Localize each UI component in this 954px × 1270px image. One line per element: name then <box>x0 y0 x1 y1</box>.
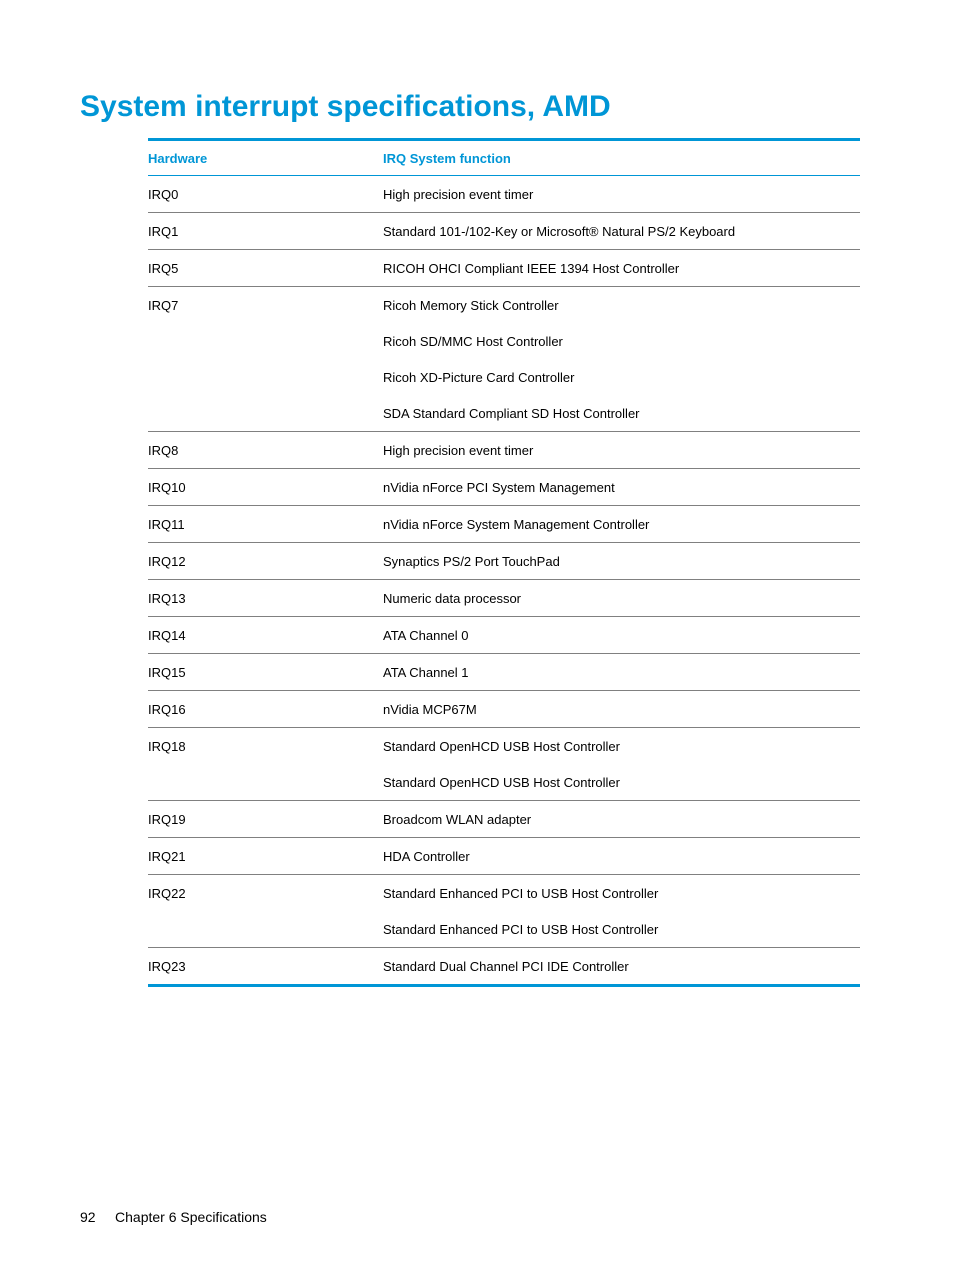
table-row: IRQ16nVidia MCP67M <box>148 691 860 728</box>
table-row: IRQ15ATA Channel 1 <box>148 654 860 691</box>
table-row: IRQ12Synaptics PS/2 Port TouchPad <box>148 543 860 580</box>
cell-irq-function: Broadcom WLAN adapter <box>383 801 860 838</box>
cell-irq-function: Standard OpenHCD USB Host Controller <box>383 728 860 765</box>
table-row: IRQ21HDA Controller <box>148 838 860 875</box>
table-row: IRQ13Numeric data processor <box>148 580 860 617</box>
cell-hardware <box>148 395 383 432</box>
cell-hardware: IRQ22 <box>148 875 383 912</box>
cell-hardware: IRQ19 <box>148 801 383 838</box>
cell-irq-function: ATA Channel 1 <box>383 654 860 691</box>
cell-hardware: IRQ5 <box>148 250 383 287</box>
table-row: IRQ1Standard 101-/102-Key or Microsoft® … <box>148 213 860 250</box>
table-row: Standard Enhanced PCI to USB Host Contro… <box>148 911 860 948</box>
page-footer: 92 Chapter 6 Specifications <box>80 1209 267 1225</box>
cell-hardware: IRQ0 <box>148 176 383 213</box>
page-number: 92 <box>80 1209 96 1225</box>
table-row: Ricoh SD/MMC Host Controller <box>148 323 860 359</box>
cell-hardware <box>148 323 383 359</box>
table-header-row: Hardware IRQ System function <box>148 140 860 176</box>
chapter-label: Chapter 6 Specifications <box>115 1209 267 1225</box>
cell-irq-function: Standard 101-/102-Key or Microsoft® Natu… <box>383 213 860 250</box>
table-row: Standard OpenHCD USB Host Controller <box>148 764 860 801</box>
cell-irq-function: Standard Enhanced PCI to USB Host Contro… <box>383 875 860 912</box>
table-row: IRQ23Standard Dual Channel PCI IDE Contr… <box>148 948 860 986</box>
cell-irq-function: Standard OpenHCD USB Host Controller <box>383 764 860 801</box>
spec-table: Hardware IRQ System function IRQ0High pr… <box>148 138 860 987</box>
col-header-irq-function: IRQ System function <box>383 140 860 176</box>
cell-irq-function: High precision event timer <box>383 176 860 213</box>
cell-hardware: IRQ15 <box>148 654 383 691</box>
table-row: IRQ7Ricoh Memory Stick Controller <box>148 287 860 324</box>
table-row: SDA Standard Compliant SD Host Controlle… <box>148 395 860 432</box>
cell-irq-function: Ricoh SD/MMC Host Controller <box>383 323 860 359</box>
cell-irq-function: nVidia nForce PCI System Management <box>383 469 860 506</box>
cell-hardware: IRQ23 <box>148 948 383 986</box>
cell-irq-function: nVidia MCP67M <box>383 691 860 728</box>
cell-irq-function: Synaptics PS/2 Port TouchPad <box>383 543 860 580</box>
cell-hardware: IRQ1 <box>148 213 383 250</box>
page-container: System interrupt specifications, AMD Har… <box>0 0 954 1270</box>
cell-irq-function: Numeric data processor <box>383 580 860 617</box>
table-row: IRQ14ATA Channel 0 <box>148 617 860 654</box>
cell-hardware: IRQ10 <box>148 469 383 506</box>
cell-hardware: IRQ21 <box>148 838 383 875</box>
spec-table-body: IRQ0High precision event timerIRQ1Standa… <box>148 176 860 986</box>
cell-hardware <box>148 911 383 948</box>
table-row: IRQ22Standard Enhanced PCI to USB Host C… <box>148 875 860 912</box>
cell-irq-function: Ricoh XD-Picture Card Controller <box>383 359 860 395</box>
spec-table-wrap: Hardware IRQ System function IRQ0High pr… <box>148 138 860 987</box>
cell-irq-function: Ricoh Memory Stick Controller <box>383 287 860 324</box>
table-row: IRQ0High precision event timer <box>148 176 860 213</box>
table-row: IRQ11nVidia nForce System Management Con… <box>148 506 860 543</box>
table-row: IRQ18Standard OpenHCD USB Host Controlle… <box>148 728 860 765</box>
cell-hardware: IRQ7 <box>148 287 383 324</box>
cell-hardware: IRQ8 <box>148 432 383 469</box>
cell-irq-function: ATA Channel 0 <box>383 617 860 654</box>
table-row: IRQ5RICOH OHCI Compliant IEEE 1394 Host … <box>148 250 860 287</box>
cell-hardware: IRQ18 <box>148 728 383 765</box>
table-row: IRQ19Broadcom WLAN adapter <box>148 801 860 838</box>
cell-irq-function: High precision event timer <box>383 432 860 469</box>
table-row: Ricoh XD-Picture Card Controller <box>148 359 860 395</box>
cell-hardware: IRQ13 <box>148 580 383 617</box>
table-row: IRQ10nVidia nForce PCI System Management <box>148 469 860 506</box>
cell-hardware <box>148 764 383 801</box>
col-header-hardware: Hardware <box>148 140 383 176</box>
cell-hardware <box>148 359 383 395</box>
page-title: System interrupt specifications, AMD <box>80 90 874 124</box>
cell-irq-function: HDA Controller <box>383 838 860 875</box>
cell-hardware: IRQ11 <box>148 506 383 543</box>
cell-irq-function: Standard Dual Channel PCI IDE Controller <box>383 948 860 986</box>
cell-hardware: IRQ14 <box>148 617 383 654</box>
cell-irq-function: SDA Standard Compliant SD Host Controlle… <box>383 395 860 432</box>
cell-irq-function: Standard Enhanced PCI to USB Host Contro… <box>383 911 860 948</box>
cell-irq-function: nVidia nForce System Management Controll… <box>383 506 860 543</box>
table-row: IRQ8High precision event timer <box>148 432 860 469</box>
cell-hardware: IRQ12 <box>148 543 383 580</box>
cell-irq-function: RICOH OHCI Compliant IEEE 1394 Host Cont… <box>383 250 860 287</box>
cell-hardware: IRQ16 <box>148 691 383 728</box>
